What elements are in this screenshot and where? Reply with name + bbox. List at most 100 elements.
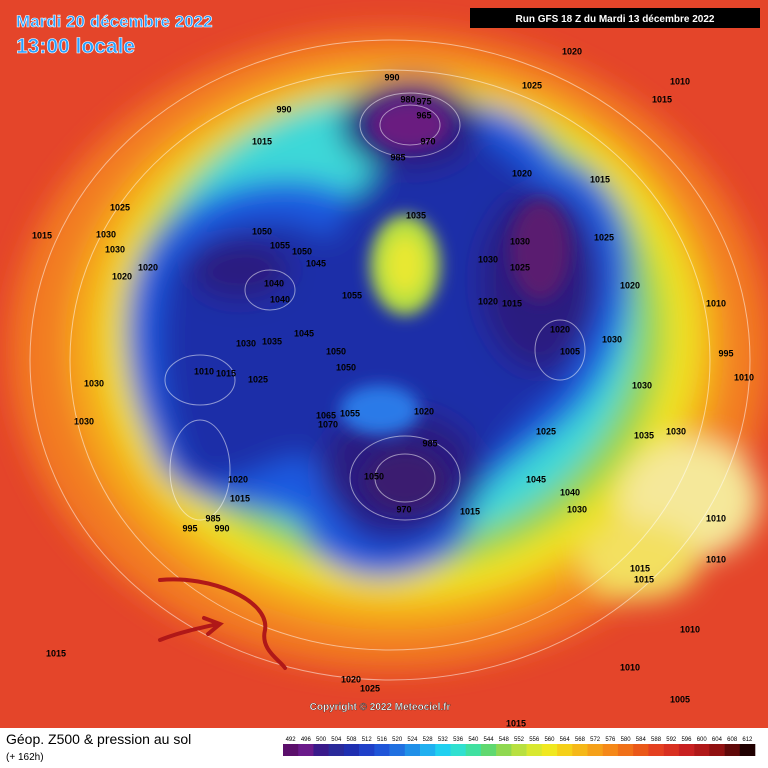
pressure-label: 1045 [306,258,326,268]
pressure-label: 1040 [264,278,284,288]
pressure-label: 1010 [194,366,214,376]
pressure-label: 1030 [236,338,256,348]
pressure-label: 1010 [680,624,700,634]
pressure-label: 1030 [74,416,94,426]
pressure-label: 965 [416,110,431,120]
colorbar-label: 560 [544,737,555,743]
pressure-label: 1055 [340,408,360,418]
colorbar-cell [435,744,451,756]
colorbar-label: 532 [438,737,449,743]
colorbar-cell [404,744,421,756]
footer-title: Géop. Z500 & pression au sol [6,731,191,747]
colorbar-label: 528 [423,737,434,743]
pressure-label: 1025 [536,426,556,436]
colorbar-cell [602,744,619,756]
footer-lead: (+ 162h) [6,752,44,763]
pressure-label: 1055 [270,240,290,250]
colorbar-cell [374,744,390,756]
pressure-label: 1015 [590,174,610,184]
pressure-label: 990 [384,72,399,82]
pressure-label: 985 [205,513,220,523]
colorbar-label: 564 [560,737,571,743]
colorbar-cell [343,744,360,756]
pressure-label: 1030 [632,380,652,390]
colorbar-label: 608 [727,737,738,743]
colorbar-cell [450,744,467,756]
pressure-label: 1035 [634,430,654,440]
pressure-label: 1030 [84,378,104,388]
colorbar-label: 544 [484,737,495,743]
date-label: Mardi 20 décembre 2022 [16,12,213,31]
pressure-label: 1015 [630,563,650,573]
pressure-label: 1055 [342,290,362,300]
pressure-label: 975 [416,96,431,106]
colorbar-label: 548 [499,737,510,743]
annotation-arrow [158,616,224,642]
pressure-label: 1030 [602,334,622,344]
colorbar-cell [678,744,695,756]
time-label: 13:00 locale [16,35,135,58]
pressure-label: 1010 [734,372,754,382]
pressure-label: 1025 [360,683,380,693]
pressure-label: 1015 [634,574,654,584]
colorbar-cell [359,744,375,756]
colorbar-label: 600 [697,737,708,743]
pressure-label: 1015 [460,506,480,516]
colorbar-cell [617,744,634,756]
colorbar-label: 556 [529,737,540,743]
pressure-label: 1015 [230,493,250,503]
geopotential-field [0,0,768,728]
colorbar-label: 500 [316,737,327,743]
colorbar-label: 516 [377,737,388,743]
pressure-label: 1020 [512,168,532,178]
colorbar-label: 552 [514,737,525,743]
pressure-label: 1025 [510,262,530,272]
pressure-label: 1015 [216,368,236,378]
pressure-label: 1030 [510,236,530,246]
pressure-label: 1010 [620,662,640,672]
colorbar-label: 580 [621,737,632,743]
colorbar-cell [298,744,314,756]
pressure-label: 1010 [706,513,726,523]
pressure-label: 1040 [270,294,290,304]
colorbar-label: 496 [301,737,312,743]
pressure-label: 1025 [594,232,614,242]
colorbar-label: 572 [590,737,601,743]
pressure-label: 980 [400,94,415,104]
colorbar-cell [694,744,710,756]
colorbar-cell [420,744,436,756]
pressure-label: 1035 [262,336,282,346]
run-label: Run GFS 18 Z du Mardi 13 décembre 2022 [516,14,715,25]
pressure-label: 1050 [336,362,356,372]
colorbar-cell [724,744,741,756]
colorbar-label: 508 [347,737,358,743]
colorbar-label: 536 [453,737,464,743]
colorbar-label: 540 [468,737,479,743]
pressure-label: 1015 [506,718,526,728]
colorbar-label: 512 [362,737,373,743]
pressure-label: 1070 [318,419,338,429]
pressure-label: 1020 [562,46,582,56]
pressure-label: 970 [420,136,435,146]
pressure-label: 1020 [138,262,158,272]
pressure-label: 1050 [326,346,346,356]
colorbar-cell [511,744,527,756]
pressure-label: 985 [390,152,405,162]
colorbar-cell [526,744,543,756]
pressure-label: 1020 [620,280,640,290]
pressure-label: 1045 [526,474,546,484]
pressure-label: 1025 [248,374,268,384]
colorbar-label: 584 [636,737,647,743]
pressure-label: 1030 [666,426,686,436]
pressure-label: 1020 [228,474,248,484]
pressure-label: 990 [276,104,291,114]
pressure-label: 1015 [252,136,272,146]
pressure-label: 1020 [112,271,132,281]
colorbar-cell [389,744,406,756]
colorbar-cell [709,744,725,756]
run-box [470,8,760,28]
colorbar-cell [663,744,680,756]
colorbar-cell [541,744,558,756]
pressure-label: 1025 [110,202,130,212]
